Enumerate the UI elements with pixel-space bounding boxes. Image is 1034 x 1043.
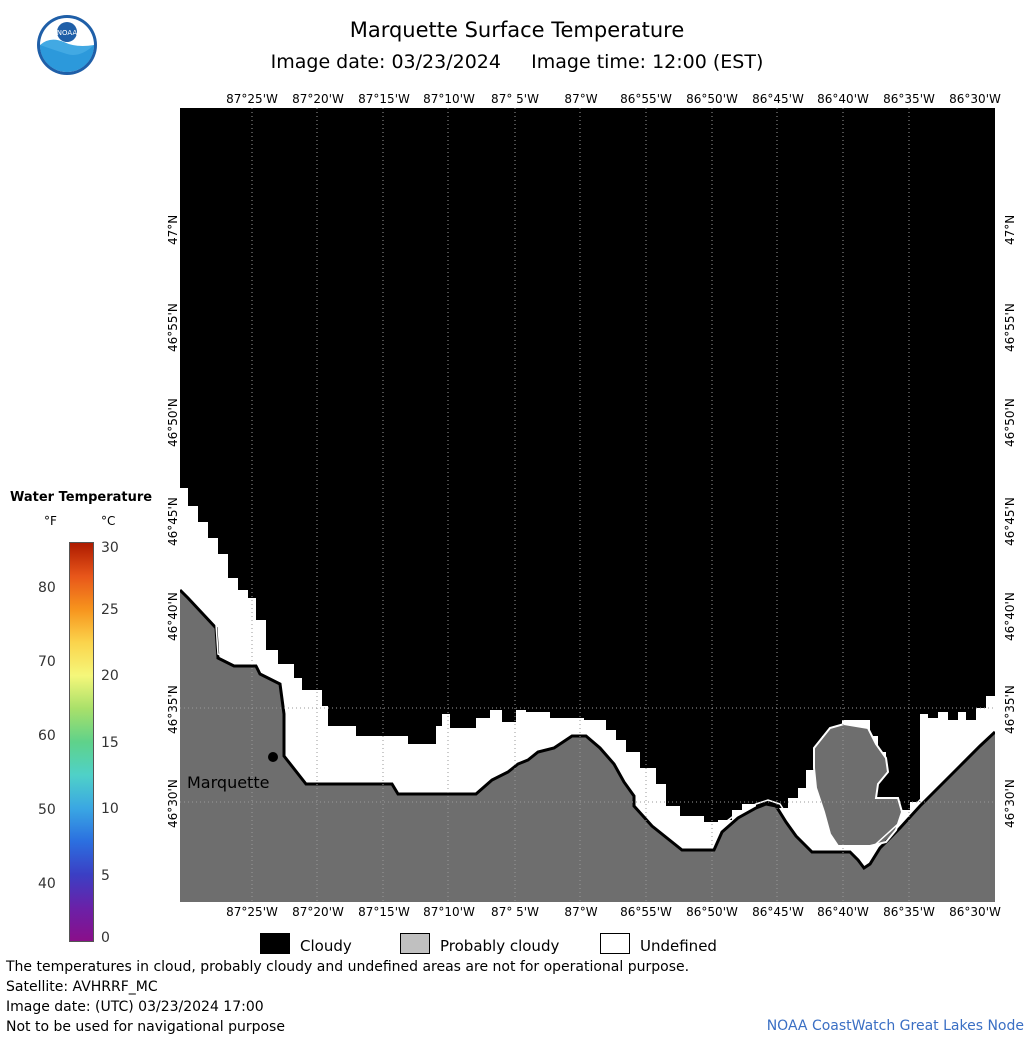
longitude-label: 87°15'W [358,905,410,919]
footer-navigation-warning: Not to be used for navigational purpose [6,1019,285,1035]
fahrenheit-tick-label: 60 [38,728,56,744]
longitude-label: 87°20'W [292,905,344,919]
longitude-label: 87°15'W [358,92,410,106]
temperature-colorbar [69,542,94,942]
key-swatch [400,933,430,954]
fahrenheit-tick-label: 70 [38,654,56,670]
fahrenheit-tick-label: 50 [38,802,56,818]
latitude-label: 47°N [1003,214,1017,245]
longitude-label: 87°25'W [226,905,278,919]
footer-satellite: Satellite: AVHRRF_MC [6,979,158,995]
latitude-label: 46°30'N [166,779,180,828]
key-label: Undefined [640,937,717,955]
fahrenheit-tick-label: 80 [38,580,56,596]
land-area [180,590,995,902]
latitude-label: 46°40'N [1003,592,1017,641]
celsius-tick-label: 25 [101,602,119,618]
latitude-label: 46°45'N [166,497,180,546]
key-swatch [600,933,630,954]
celsius-tick-label: 5 [101,868,110,884]
noaa-logo: NOAA [37,15,97,75]
celsius-tick-label: 10 [101,801,119,817]
celsius-tick-label: 30 [101,540,119,556]
longitude-label: 86°55'W [620,92,672,106]
longitude-label: 86°50'W [686,905,738,919]
latitude-label: 47°N [166,214,180,245]
latitude-label: 46°50'N [1003,398,1017,447]
key-swatch [260,933,290,954]
coastline [180,588,995,871]
longitude-label: 87°W [564,92,598,106]
footer-image-date: Image date: (UTC) 03/23/2024 17:00 [6,999,264,1015]
longitude-label: 86°45'W [752,905,804,919]
unit-fahrenheit: °F [44,514,57,528]
longitude-label: 86°40'W [817,92,869,106]
latitude-label: 46°50'N [166,398,180,447]
longitude-label: 87° 5'W [491,92,539,106]
key-label: Cloudy [300,937,352,955]
longitude-label: 87° 5'W [491,905,539,919]
longitude-label: 86°35'W [883,92,935,106]
latitude-label: 46°40'N [166,592,180,641]
temperature-map[interactable]: Marquette [180,108,995,902]
footer-disclaimer: The temperatures in cloud, probably clou… [6,959,690,975]
key-label: Probably cloudy [440,937,560,955]
image-date-time: Image date: 03/23/2024 Image time: 12:00… [270,51,764,73]
latitude-label: 46°35'N [166,685,180,734]
city-label: Marquette [187,773,269,792]
longitude-label: 87°20'W [292,92,344,106]
latitude-label: 46°30'N [1003,779,1017,828]
latitude-label: 46°45'N [1003,497,1017,546]
longitude-label: 87°W [564,905,598,919]
latitude-label: 46°55'N [1003,303,1017,352]
marquette-marker [268,752,278,762]
inland-patch [814,724,902,846]
longitude-label: 86°55'W [620,905,672,919]
graticule [180,108,995,902]
celsius-tick-label: 15 [101,735,119,751]
longitude-label: 87°10'W [423,905,475,919]
celsius-tick-label: 0 [101,930,110,946]
longitude-label: 86°35'W [883,905,935,919]
credit-link[interactable]: NOAA CoastWatch Great Lakes Node [766,1018,1024,1034]
unit-celsius: °C [101,514,116,528]
longitude-label: 86°40'W [817,905,869,919]
legend-title: Water Temperature [10,490,153,505]
longitude-label: 87°25'W [226,92,278,106]
longitude-label: 87°10'W [423,92,475,106]
latitude-label: 46°35'N [1003,685,1017,734]
map-title: Marquette Surface Temperature [349,18,685,42]
longitude-label: 86°30'W [949,905,1001,919]
celsius-tick-label: 20 [101,668,119,684]
latitude-label: 46°55'N [166,303,180,352]
longitude-label: 86°50'W [686,92,738,106]
longitude-label: 86°45'W [752,92,804,106]
longitude-label: 86°30'W [949,92,1001,106]
fahrenheit-tick-label: 40 [38,876,56,892]
svg-text:NOAA: NOAA [57,29,78,37]
